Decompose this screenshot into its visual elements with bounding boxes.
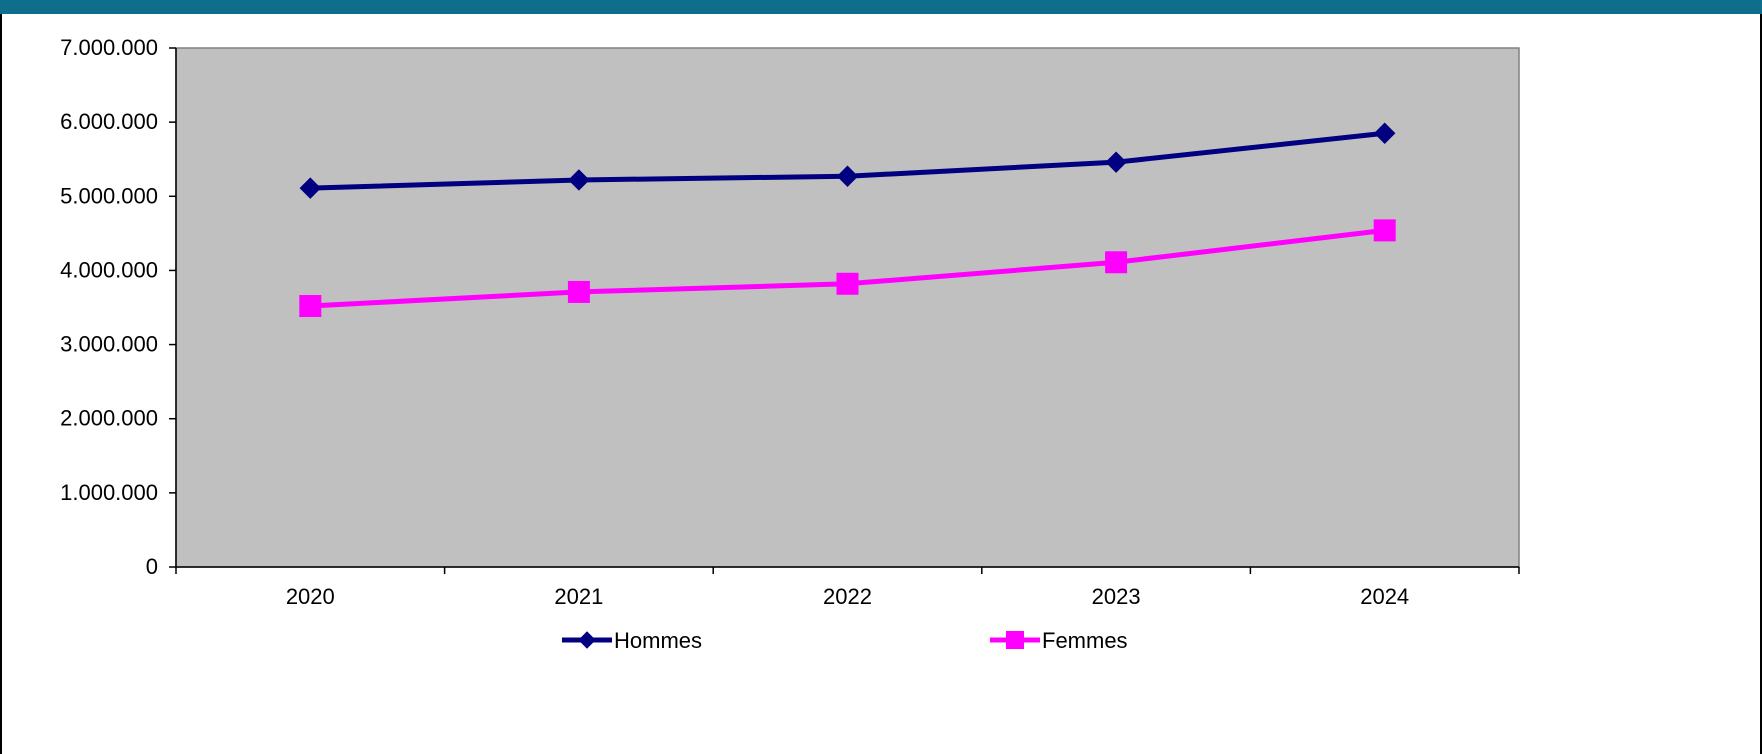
x-tick-label: 2023 <box>1092 584 1141 609</box>
data-point-hommes <box>1373 122 1396 144</box>
x-tick-label: 2022 <box>823 584 872 609</box>
y-tick-label: 2.000.000 <box>60 406 158 431</box>
y-tick-label: 5.000.000 <box>60 183 158 208</box>
x-tick-label: 2024 <box>1360 584 1409 609</box>
data-point-femmes <box>299 295 322 318</box>
legend-label-femmes: Femmes <box>1042 628 1128 653</box>
data-point-femmes <box>1105 251 1128 274</box>
legend-label-hommes: Hommes <box>614 628 702 653</box>
plot-area <box>175 47 1520 568</box>
data-point-hommes <box>568 169 590 191</box>
header-bar <box>0 0 1762 14</box>
data-point-hommes <box>299 177 322 199</box>
y-tick-label: 0 <box>146 554 158 579</box>
x-tick-label: 2021 <box>554 584 603 609</box>
y-tick-label: 7.000.000 <box>60 35 158 60</box>
legend-marker-hommes <box>578 631 596 649</box>
data-point-hommes <box>1105 151 1127 173</box>
data-point-femmes <box>1373 219 1396 242</box>
y-tick-label: 3.000.000 <box>60 332 158 357</box>
data-point-femmes <box>836 272 859 295</box>
y-tick-label: 6.000.000 <box>60 109 158 134</box>
y-tick-label: 4.000.000 <box>60 257 158 282</box>
legend-marker-femmes <box>1006 631 1024 649</box>
y-tick-label: 1.000.000 <box>60 480 158 505</box>
x-tick-label: 2020 <box>286 584 335 609</box>
data-point-hommes <box>836 165 859 187</box>
data-point-femmes <box>567 280 590 303</box>
